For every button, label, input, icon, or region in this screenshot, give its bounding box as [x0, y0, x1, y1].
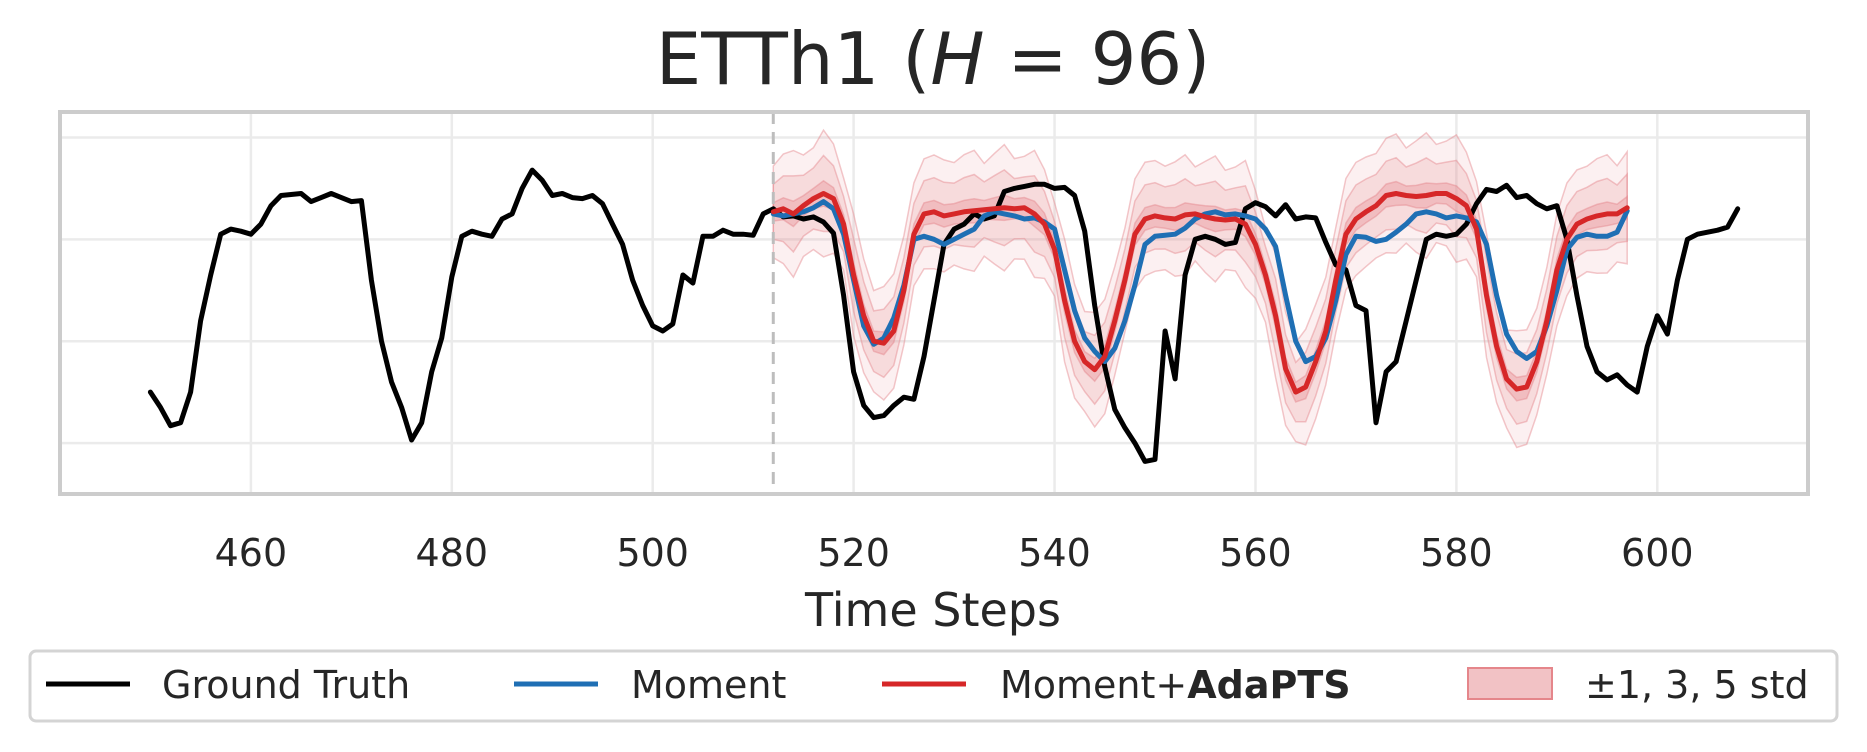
legend-label-std-band: ±1, 3, 5 std	[1585, 663, 1809, 707]
x-tick-label-560: 560	[1219, 531, 1292, 575]
legend-label-moment-adapts-bold: AdaPTS	[1187, 663, 1350, 707]
legend: Ground Truth Moment Moment+AdaPTS ±1, 3,…	[28, 649, 1839, 723]
chart-title: ETTh1 (H = 96)	[656, 17, 1211, 101]
chart-title-prefix: ETTh1 (	[656, 17, 931, 101]
series	[147, 167, 1741, 464]
legend-label-moment: Moment	[631, 663, 786, 707]
x-tick-label-500: 500	[616, 531, 689, 575]
x-tick-label-480: 480	[416, 531, 489, 575]
chart-title-suffix: = 96)	[984, 17, 1210, 101]
x-tick-labels: 460 480 500 520 540 560 580 600	[215, 531, 1694, 575]
legend-item-moment: Moment	[514, 663, 786, 707]
series-moment-adapts	[770, 191, 1630, 395]
legend-item-std-band: ±1, 3, 5 std	[1467, 663, 1809, 707]
legend-label-moment-adapts: Moment+AdaPTS	[1000, 663, 1351, 707]
x-axis-label: Time Steps	[804, 583, 1061, 637]
x-tick-label-540: 540	[1018, 531, 1091, 575]
plot-frame	[58, 110, 1810, 496]
plot-area	[58, 110, 1810, 496]
legend-swatch-std-band	[1467, 667, 1553, 700]
legend-item-ground-truth: Ground Truth	[46, 663, 410, 707]
legend-label-moment-adapts-prefix: Moment+	[1000, 663, 1187, 707]
x-tick-label-600: 600	[1621, 531, 1694, 575]
legend-item-moment-adapts: Moment+AdaPTS	[882, 663, 1351, 707]
x-tick-label-580: 580	[1420, 531, 1493, 575]
x-tick-label-460: 460	[215, 531, 288, 575]
chart-title-variable: H	[930, 17, 984, 101]
legend-label-ground-truth: Ground Truth	[162, 663, 410, 707]
x-tick-label-520: 520	[817, 531, 890, 575]
